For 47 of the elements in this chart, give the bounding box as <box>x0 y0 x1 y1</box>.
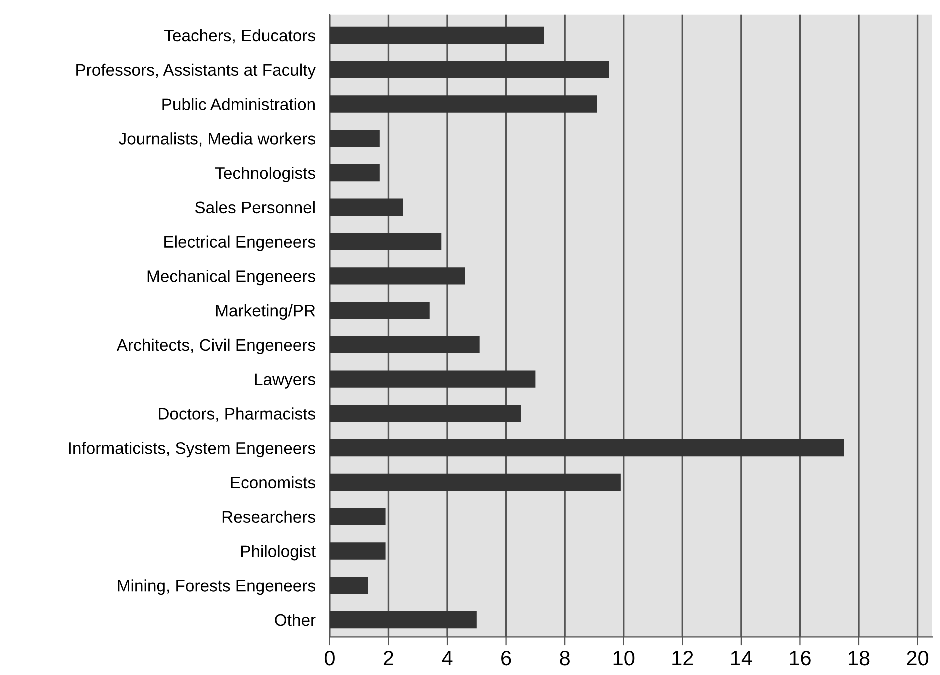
y-tick-label: Mechanical Engeneers <box>148 270 316 286</box>
x-tick-label: 2 <box>384 650 394 666</box>
bar <box>330 577 368 594</box>
bar <box>330 96 598 113</box>
y-tick-label: Sales Personnel <box>195 201 315 214</box>
x-tick-label: 16 <box>790 650 811 666</box>
y-tick-label: Technologists <box>215 166 316 183</box>
y-tick-label: Philologist <box>241 545 316 561</box>
y-tick-label: Teachers, Educators <box>164 29 316 44</box>
y-tick-label: Other <box>275 614 316 626</box>
y-tick-label: Electrical Engeneers <box>164 236 316 252</box>
x-tick-label: 12 <box>672 650 694 666</box>
bar <box>330 405 521 422</box>
bar <box>330 233 442 250</box>
x-tick-label: 8 <box>560 650 570 666</box>
x-tick-label: 6 <box>502 650 512 666</box>
bar <box>330 61 610 78</box>
bar <box>330 164 380 182</box>
bar <box>330 26 545 44</box>
x-tick-label: 18 <box>849 650 870 666</box>
y-tick-label: Architects, Civil Engeneers <box>116 338 316 354</box>
y-tick-label: Professors, Assistants at Faculty <box>76 64 316 80</box>
bar <box>330 474 621 492</box>
bar <box>330 130 380 148</box>
x-tick-label: 10 <box>614 650 635 666</box>
bar <box>330 198 404 216</box>
y-tick-label: Doctors, Pharmacists <box>159 408 316 422</box>
y-tick-label: Informaticists, System Engeneers <box>69 442 316 458</box>
y-tick-label: Mining, Forests Engeneers <box>118 580 316 596</box>
y-tick-label: Journalists, Media workers <box>119 132 316 147</box>
x-tick-label: 0 <box>324 650 335 666</box>
bar <box>330 336 480 354</box>
y-tick-label: Public Administration <box>162 98 315 110</box>
bar <box>330 508 386 526</box>
x-tick-label: 14 <box>731 651 752 666</box>
y-tick-label: Lawyers <box>255 374 316 389</box>
bar <box>330 370 536 388</box>
x-tick-label: 4 <box>442 651 453 666</box>
bar <box>330 302 430 320</box>
bar <box>330 439 844 457</box>
y-tick-label: Researchers <box>222 510 316 524</box>
bar <box>330 268 466 285</box>
bar <box>330 542 386 560</box>
bar <box>330 611 477 629</box>
y-tick-label: Economists <box>231 476 316 489</box>
y-tick-label: Marketing/PR <box>216 304 316 320</box>
x-tick-label: 20 <box>907 650 929 666</box>
